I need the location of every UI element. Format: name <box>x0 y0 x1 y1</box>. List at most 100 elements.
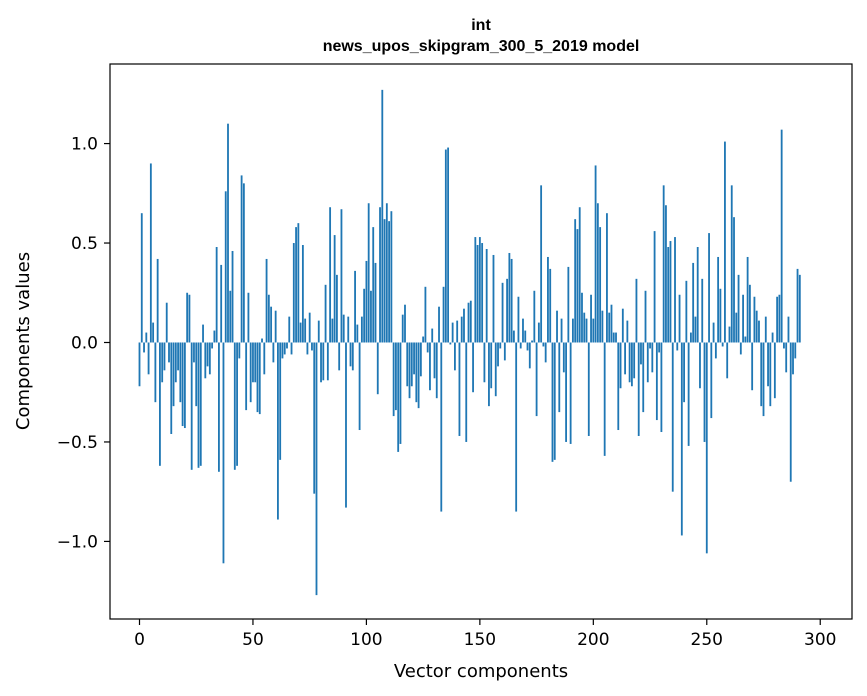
bar-110 <box>388 221 391 343</box>
bar-215 <box>626 320 629 343</box>
bar-38 <box>224 191 227 343</box>
bar-100 <box>365 260 368 343</box>
bar-119 <box>408 342 411 399</box>
bar-236 <box>674 237 676 343</box>
bar-0 <box>138 342 141 387</box>
bar-123 <box>417 342 420 409</box>
bar-184 <box>556 310 558 343</box>
bar-237 <box>676 342 679 351</box>
bar-216 <box>628 342 631 383</box>
bar-23 <box>190 342 193 470</box>
bar-202 <box>596 203 599 343</box>
bar-282 <box>778 294 781 343</box>
bar-15 <box>172 342 175 407</box>
bar-21 <box>186 292 189 343</box>
bar-9 <box>159 342 161 466</box>
bar-274 <box>760 342 763 407</box>
bar-108 <box>383 219 386 343</box>
bar-29 <box>204 342 207 379</box>
bar-179 <box>544 342 547 363</box>
bar-118 <box>406 342 409 387</box>
bar-154 <box>488 342 490 407</box>
bar-63 <box>281 342 284 359</box>
bar-19 <box>181 342 184 427</box>
x-tick-label: 300 <box>804 630 836 650</box>
bar-135 <box>444 149 447 343</box>
y-tick-label: −1.0 <box>57 532 98 552</box>
bar-65 <box>286 342 288 349</box>
bar-260 <box>728 326 731 343</box>
bar-219 <box>635 278 638 343</box>
bar-56 <box>265 258 268 343</box>
bar-127 <box>426 342 429 353</box>
bar-122 <box>415 342 418 403</box>
bar-275 <box>762 342 765 417</box>
bar-59 <box>272 342 275 363</box>
bar-222 <box>642 342 645 413</box>
bar-266 <box>742 294 744 343</box>
bar-85 <box>331 318 334 343</box>
bar-94 <box>351 342 354 371</box>
bar-175 <box>535 342 538 417</box>
bar-126 <box>424 286 427 343</box>
bar-28 <box>202 324 204 343</box>
bar-165 <box>512 330 515 343</box>
bar-86 <box>333 235 336 343</box>
bar-104 <box>374 262 377 343</box>
bar-143 <box>463 308 465 343</box>
bar-140 <box>456 320 459 343</box>
bar-277 <box>767 342 769 387</box>
bar-45 <box>240 175 243 343</box>
bar-51 <box>254 342 257 383</box>
y-tick-label: −0.5 <box>57 433 98 453</box>
bar-291 <box>798 274 801 343</box>
bar-151 <box>481 243 484 343</box>
bar-251 <box>708 233 710 343</box>
bar-226 <box>651 342 654 373</box>
bar-130 <box>433 342 436 379</box>
bar-230 <box>660 342 663 433</box>
bar-61 <box>277 342 279 520</box>
bar-195 <box>581 292 583 343</box>
bar-50 <box>252 342 254 383</box>
bar-133 <box>440 342 443 512</box>
bar-49 <box>249 342 252 403</box>
bar-234 <box>669 241 672 343</box>
bar-48 <box>247 292 250 343</box>
bar-78 <box>315 342 318 596</box>
bar-210 <box>615 332 617 343</box>
bar-257 <box>721 342 724 347</box>
bar-46 <box>242 183 245 343</box>
bar-255 <box>717 256 720 343</box>
bar-41 <box>231 250 234 343</box>
bar-238 <box>678 294 681 343</box>
x-axis-ticks: 0 50 100 150 200 250 300 <box>134 619 836 650</box>
bar-180 <box>547 256 549 343</box>
x-tick-label: 100 <box>350 630 382 650</box>
bar-145 <box>467 302 470 343</box>
bar-279 <box>771 332 774 343</box>
bar-30 <box>206 342 209 367</box>
bar-162 <box>506 278 509 343</box>
bar-64 <box>283 342 286 355</box>
bar-232 <box>665 205 667 343</box>
bar-11 <box>163 342 166 371</box>
x-tick-label: 50 <box>242 630 264 650</box>
bar-191 <box>571 318 574 343</box>
bar-47 <box>245 342 248 411</box>
bar-74 <box>306 342 309 355</box>
bar-103 <box>372 227 375 343</box>
bar-111 <box>390 211 393 343</box>
bar-276 <box>764 316 767 343</box>
bar-181 <box>549 268 552 343</box>
bar-138 <box>451 322 454 343</box>
bar-37 <box>222 342 225 564</box>
bar-62 <box>279 342 282 460</box>
chart-title-line-1: int <box>471 17 491 34</box>
bar-83 <box>326 342 329 381</box>
bar-91 <box>345 342 347 508</box>
bar-71 <box>299 322 302 343</box>
bar-72 <box>301 245 304 343</box>
bar-242 <box>687 342 690 446</box>
bar-5 <box>149 163 152 343</box>
